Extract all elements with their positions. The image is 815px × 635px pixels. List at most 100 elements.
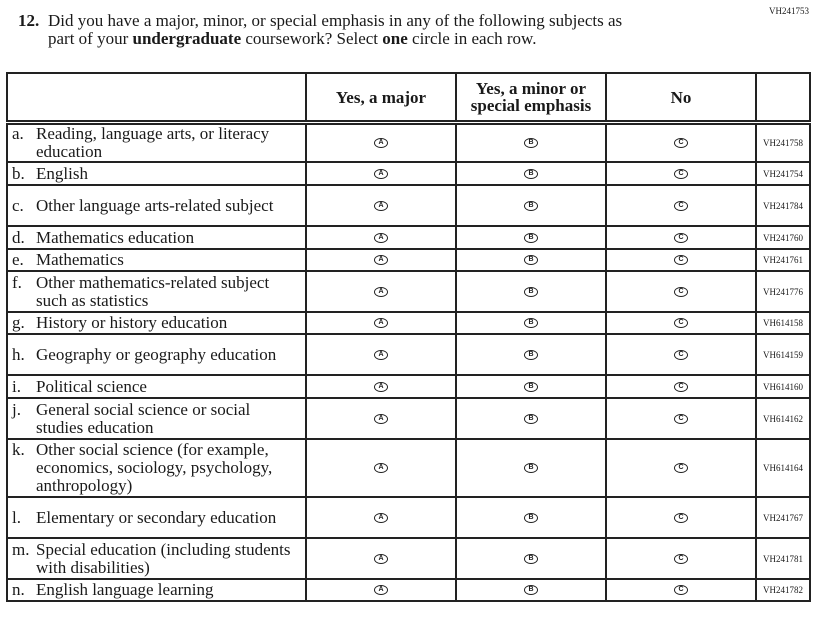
radio-major[interactable]: A [374,286,388,297]
option-cell-no: C [605,248,757,272]
radio-major[interactable]: A [374,232,388,243]
option-cell-minor: B [455,438,607,498]
table-row: j. General social science or social studi… [6,397,811,440]
question-number: 12. [18,11,40,30]
radio-major[interactable]: A [374,168,388,179]
radio-no[interactable]: C [674,463,688,474]
row-text: Other language arts-related subject [36,195,274,215]
row-code: VH241784 [755,184,811,227]
radio-minor[interactable]: B [524,381,538,392]
option-cell-major: A [305,496,457,539]
radio-minor[interactable]: B [524,463,538,474]
radio-minor[interactable]: B [524,286,538,297]
option-cell-no: C [605,374,757,399]
row-text: English language learning [36,580,214,599]
row-text: English [36,163,88,183]
radio-major[interactable]: A [374,413,388,424]
row-letter: c. [12,195,24,215]
row-text: General social science or social studies… [36,399,251,437]
option-cell-major: A [305,311,457,335]
radio-no[interactable]: C [674,255,688,266]
row-code: VH241754 [755,161,811,186]
radio-major[interactable]: A [374,349,388,360]
radio-major[interactable]: A [374,585,388,596]
radio-no[interactable]: C [674,553,688,564]
header-row: Yes, a major Yes, a minor or special emp… [6,72,811,124]
option-cell-no: C [605,537,757,580]
emphasis: one [382,29,408,48]
option-cell-major: A [305,537,457,580]
row-letter: l. [12,507,21,527]
option-cell-major: A [305,438,457,498]
row-letter: h. [12,344,25,364]
row-code: VH614162 [755,397,811,440]
radio-major[interactable]: A [374,318,388,329]
table-row: i. Political science A B C VH614160 [6,374,811,399]
radio-minor[interactable]: B [524,200,538,211]
radio-minor[interactable]: B [524,413,538,424]
radio-no[interactable]: C [674,138,688,149]
radio-major[interactable]: A [374,255,388,266]
table-row: k. Other social science (for example, eco… [6,438,811,498]
option-cell-major: A [305,333,457,376]
table-row: l. Elementary or secondary education A B C VH… [6,496,811,539]
row-code: VH241760 [755,225,811,250]
radio-minor[interactable]: B [524,512,538,523]
header-no: No [605,72,757,124]
row-letter: n. [12,580,25,599]
option-cell-major: A [305,578,457,602]
text: coursework? Select [241,29,383,48]
radio-minor[interactable]: B [524,232,538,243]
row-letter: b. [12,163,25,183]
radio-major[interactable]: A [374,381,388,392]
row-letter: m. [12,539,30,559]
radio-no[interactable]: C [674,318,688,329]
radio-no[interactable]: C [674,413,688,424]
row-label: a. Reading, language arts, or literacy ed… [6,121,307,163]
row-letter: j. [12,399,21,419]
text: circle in each row. [407,29,537,48]
row-code: VH241767 [755,496,811,539]
radio-minor[interactable]: B [524,318,538,329]
radio-no[interactable]: C [674,512,688,523]
option-cell-minor: B [455,121,607,163]
radio-minor[interactable]: B [524,138,538,149]
radio-no[interactable]: C [674,585,688,596]
radio-minor[interactable]: B [524,585,538,596]
option-cell-no: C [605,184,757,227]
row-code: VH241776 [755,270,811,313]
radio-major[interactable]: A [374,553,388,564]
option-cell-minor: B [455,496,607,539]
radio-no[interactable]: C [674,349,688,360]
radio-no[interactable]: C [674,200,688,211]
option-cell-no: C [605,578,757,602]
radio-minor[interactable]: B [524,553,538,564]
header-minor: Yes, a minor or special emphasis [455,72,607,124]
radio-no[interactable]: C [674,168,688,179]
table-row: a. Reading, language arts, or literacy ed… [6,121,811,163]
radio-major[interactable]: A [374,138,388,149]
row-letter: k. [12,440,25,459]
radio-minor[interactable]: B [524,349,538,360]
row-label: g. History or history education [6,311,307,335]
row-label: l. Elementary or secondary education [6,496,307,539]
radio-major[interactable]: A [374,463,388,474]
radio-major[interactable]: A [374,200,388,211]
row-letter: i. [12,376,21,396]
row-label: d. Mathematics education [6,225,307,250]
table-row: c. Other language arts-related subject A B C… [6,184,811,227]
option-cell-no: C [605,496,757,539]
radio-minor[interactable]: B [524,168,538,179]
text: part of your [48,29,133,48]
row-code: VH241761 [755,248,811,272]
radio-major[interactable]: A [374,512,388,523]
row-code: VH241782 [755,578,811,602]
radio-minor[interactable]: B [524,255,538,266]
option-cell-major: A [305,161,457,186]
row-letter: f. [12,272,22,292]
radio-no[interactable]: C [674,286,688,297]
question-line-2: part of your undergraduate coursework? S… [18,30,738,48]
radio-no[interactable]: C [674,232,688,243]
radio-no[interactable]: C [674,381,688,392]
row-text: Political science [36,376,147,396]
